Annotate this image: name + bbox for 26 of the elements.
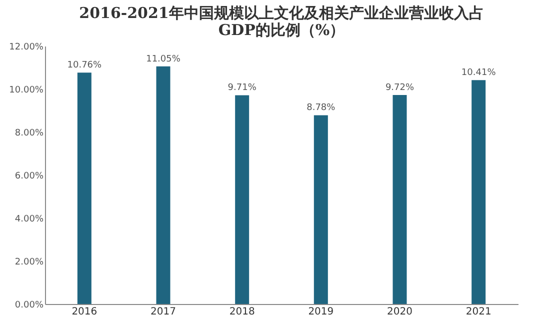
x-tick-label: 2019 xyxy=(308,306,334,318)
data-label: 10.41% xyxy=(461,68,496,78)
bar xyxy=(314,115,328,304)
y-tick-label: 8.00% xyxy=(14,128,44,138)
chart-title: 2016-2021年中国规模以上文化及相关产业企业营业收入占GDP的比例（%） xyxy=(79,4,484,39)
data-label: 10.76% xyxy=(67,60,102,71)
y-tick-label: 4.00% xyxy=(14,214,44,224)
bar xyxy=(392,95,407,304)
data-label: 9.71% xyxy=(228,83,257,94)
y-tick-label: 12.00% xyxy=(9,42,44,52)
y-tick-label: 10.00% xyxy=(9,86,44,96)
bar xyxy=(235,95,250,304)
data-label: 9.72% xyxy=(385,83,414,94)
bar xyxy=(156,66,170,304)
data-label: 8.78% xyxy=(306,103,336,114)
bar xyxy=(472,80,486,304)
y-tick-label: 2.00% xyxy=(14,258,44,268)
data-label: 11.05% xyxy=(146,54,181,64)
x-tick-label: 2017 xyxy=(150,306,176,318)
x-tick-label: 2018 xyxy=(229,306,255,318)
x-tick-label: 2021 xyxy=(466,306,492,318)
y-tick-label: 6.00% xyxy=(14,172,44,182)
x-tick-label: 2016 xyxy=(72,306,98,318)
x-tick-label: 2020 xyxy=(387,306,412,318)
bar xyxy=(77,72,92,304)
y-tick-label: 0.00% xyxy=(14,300,44,310)
